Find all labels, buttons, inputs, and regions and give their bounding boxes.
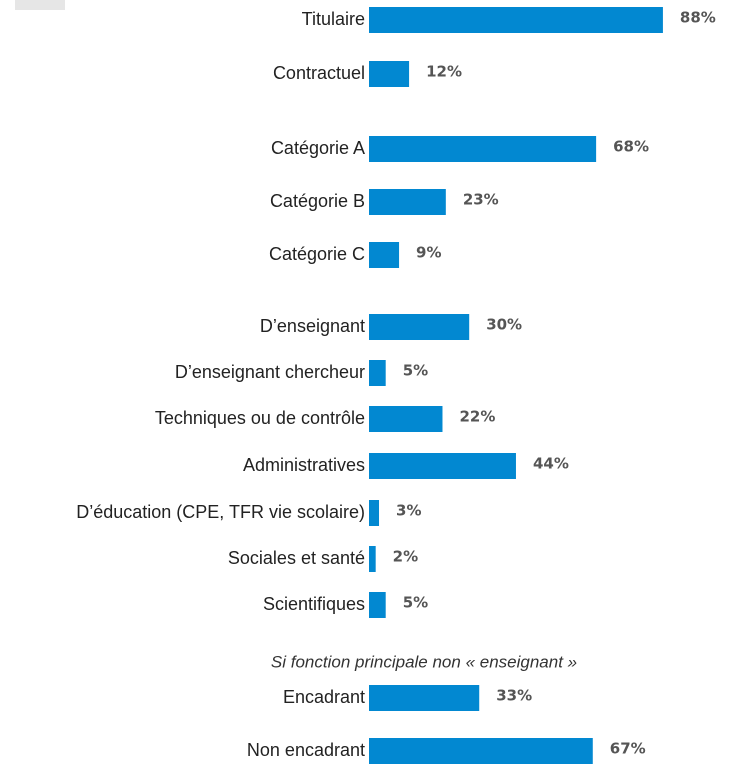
bar xyxy=(369,189,446,215)
bar xyxy=(369,242,400,268)
annotation: Si fonction principale non « enseignant … xyxy=(271,652,577,671)
category-label: Techniques ou de contrôle xyxy=(155,408,365,428)
value-label: 23% xyxy=(463,191,499,209)
bar xyxy=(369,7,663,33)
value-label: 44% xyxy=(533,455,569,473)
category-label: D’enseignant chercheur xyxy=(175,362,365,382)
bar xyxy=(369,136,597,162)
category-label: Sociales et santé xyxy=(228,548,365,568)
value-label: 30% xyxy=(486,316,522,334)
bar xyxy=(369,406,443,432)
value-label: 33% xyxy=(496,687,532,705)
decoration xyxy=(15,0,65,10)
category-label: Titulaire xyxy=(302,9,365,29)
bar xyxy=(369,592,386,618)
bar xyxy=(369,546,376,572)
value-label: 12% xyxy=(426,63,462,81)
category-label: Administratives xyxy=(243,455,365,475)
bar xyxy=(369,500,380,526)
value-label: 9% xyxy=(416,244,441,262)
value-label: 2% xyxy=(393,548,418,566)
value-label: 88% xyxy=(680,9,716,27)
bar xyxy=(369,360,386,386)
category-label: Non encadrant xyxy=(247,740,365,760)
value-label: 22% xyxy=(459,408,495,426)
category-label: Scientifiques xyxy=(263,594,365,614)
bar xyxy=(369,685,480,711)
value-label: 5% xyxy=(403,594,428,612)
bar xyxy=(369,61,410,87)
bar xyxy=(369,453,516,479)
category-label: Contractuel xyxy=(273,63,365,83)
bar xyxy=(369,314,470,340)
category-label: D’enseignant xyxy=(260,316,365,336)
value-label: 3% xyxy=(396,502,421,520)
value-label: 67% xyxy=(610,740,646,758)
category-label: Catégorie C xyxy=(269,244,365,264)
category-label: Catégorie A xyxy=(271,138,365,158)
category-label: Catégorie B xyxy=(270,191,365,211)
category-label: D’éducation (CPE, TFR vie scolaire) xyxy=(76,502,365,522)
bar xyxy=(369,738,593,764)
category-label: Encadrant xyxy=(283,687,365,707)
value-label: 68% xyxy=(613,138,649,156)
value-label: 5% xyxy=(403,362,428,380)
